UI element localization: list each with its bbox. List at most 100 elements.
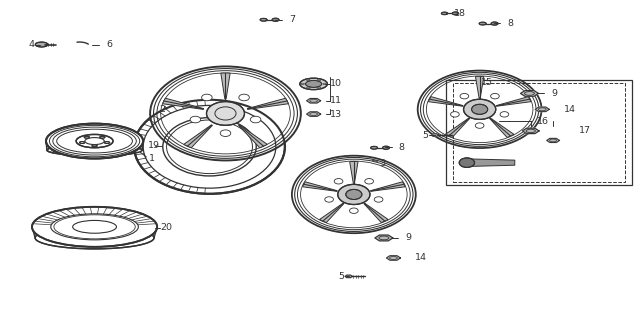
- Ellipse shape: [272, 18, 279, 21]
- Ellipse shape: [134, 100, 285, 194]
- Text: 3: 3: [380, 159, 385, 168]
- Ellipse shape: [418, 70, 541, 148]
- Ellipse shape: [349, 208, 358, 213]
- Polygon shape: [371, 182, 405, 191]
- Ellipse shape: [79, 142, 84, 144]
- Polygon shape: [303, 182, 337, 191]
- Ellipse shape: [374, 197, 383, 202]
- Ellipse shape: [317, 87, 321, 89]
- Bar: [453, 83, 625, 182]
- Ellipse shape: [338, 184, 370, 204]
- Ellipse shape: [76, 134, 113, 148]
- Polygon shape: [522, 128, 539, 134]
- Text: 11: 11: [330, 96, 342, 105]
- Text: 5: 5: [422, 130, 428, 139]
- Polygon shape: [163, 98, 204, 109]
- Text: 13: 13: [330, 110, 342, 119]
- Ellipse shape: [104, 142, 109, 144]
- Ellipse shape: [150, 66, 301, 160]
- Ellipse shape: [35, 42, 48, 47]
- Polygon shape: [387, 256, 401, 260]
- Ellipse shape: [317, 79, 321, 81]
- Text: 19: 19: [148, 141, 159, 150]
- Ellipse shape: [500, 112, 509, 117]
- Text: 14: 14: [415, 254, 427, 263]
- Polygon shape: [535, 107, 549, 112]
- Ellipse shape: [300, 78, 328, 90]
- Ellipse shape: [491, 93, 499, 99]
- Text: 5: 5: [338, 272, 344, 281]
- Polygon shape: [307, 99, 321, 103]
- Ellipse shape: [334, 179, 343, 184]
- Polygon shape: [467, 159, 515, 167]
- Text: 4: 4: [29, 40, 35, 49]
- Polygon shape: [239, 125, 268, 148]
- Text: 9: 9: [551, 89, 557, 98]
- Ellipse shape: [307, 87, 310, 89]
- Ellipse shape: [92, 145, 97, 147]
- Ellipse shape: [239, 94, 250, 101]
- Ellipse shape: [472, 104, 488, 114]
- Ellipse shape: [383, 146, 390, 149]
- Ellipse shape: [46, 123, 143, 159]
- Ellipse shape: [292, 156, 416, 233]
- Polygon shape: [547, 138, 559, 143]
- Text: 16: 16: [537, 117, 549, 126]
- Polygon shape: [520, 91, 538, 96]
- Polygon shape: [476, 76, 484, 98]
- Ellipse shape: [442, 12, 448, 15]
- Polygon shape: [319, 203, 344, 223]
- Polygon shape: [445, 118, 470, 137]
- Ellipse shape: [47, 145, 142, 156]
- Polygon shape: [221, 73, 230, 99]
- Polygon shape: [307, 112, 321, 116]
- Ellipse shape: [84, 136, 90, 138]
- Ellipse shape: [460, 93, 468, 99]
- Text: 10: 10: [330, 79, 342, 88]
- Ellipse shape: [100, 136, 105, 138]
- Polygon shape: [364, 203, 388, 223]
- Text: 8: 8: [507, 19, 513, 28]
- Text: 1: 1: [149, 154, 155, 163]
- Text: 15: 15: [481, 78, 493, 87]
- Polygon shape: [345, 275, 353, 278]
- Ellipse shape: [451, 112, 460, 117]
- Polygon shape: [428, 97, 463, 106]
- Text: 6: 6: [106, 40, 112, 49]
- Ellipse shape: [365, 179, 374, 184]
- Polygon shape: [184, 125, 212, 148]
- Bar: [446, 80, 632, 185]
- Ellipse shape: [479, 22, 486, 25]
- Text: 17: 17: [579, 126, 591, 135]
- Text: 7: 7: [289, 15, 295, 24]
- Text: 20: 20: [161, 223, 172, 232]
- Ellipse shape: [323, 83, 326, 85]
- Ellipse shape: [35, 227, 154, 249]
- Ellipse shape: [220, 130, 231, 137]
- Ellipse shape: [463, 99, 496, 119]
- Ellipse shape: [371, 146, 378, 149]
- Polygon shape: [497, 97, 531, 106]
- Ellipse shape: [476, 123, 484, 128]
- Ellipse shape: [307, 79, 310, 81]
- Polygon shape: [490, 118, 514, 137]
- Ellipse shape: [301, 83, 305, 85]
- Text: 8: 8: [399, 143, 404, 152]
- Ellipse shape: [207, 101, 244, 125]
- Polygon shape: [375, 235, 393, 241]
- Ellipse shape: [202, 94, 212, 101]
- Polygon shape: [247, 98, 289, 109]
- Ellipse shape: [460, 158, 474, 167]
- Ellipse shape: [260, 19, 267, 21]
- Polygon shape: [431, 134, 438, 136]
- Ellipse shape: [452, 12, 459, 15]
- Text: 14: 14: [564, 105, 576, 114]
- Ellipse shape: [305, 80, 322, 87]
- Ellipse shape: [346, 189, 362, 199]
- Ellipse shape: [32, 207, 157, 247]
- Text: 2: 2: [159, 105, 165, 114]
- Text: 18: 18: [454, 9, 466, 18]
- Ellipse shape: [190, 116, 201, 123]
- Ellipse shape: [324, 197, 333, 202]
- Ellipse shape: [250, 116, 261, 123]
